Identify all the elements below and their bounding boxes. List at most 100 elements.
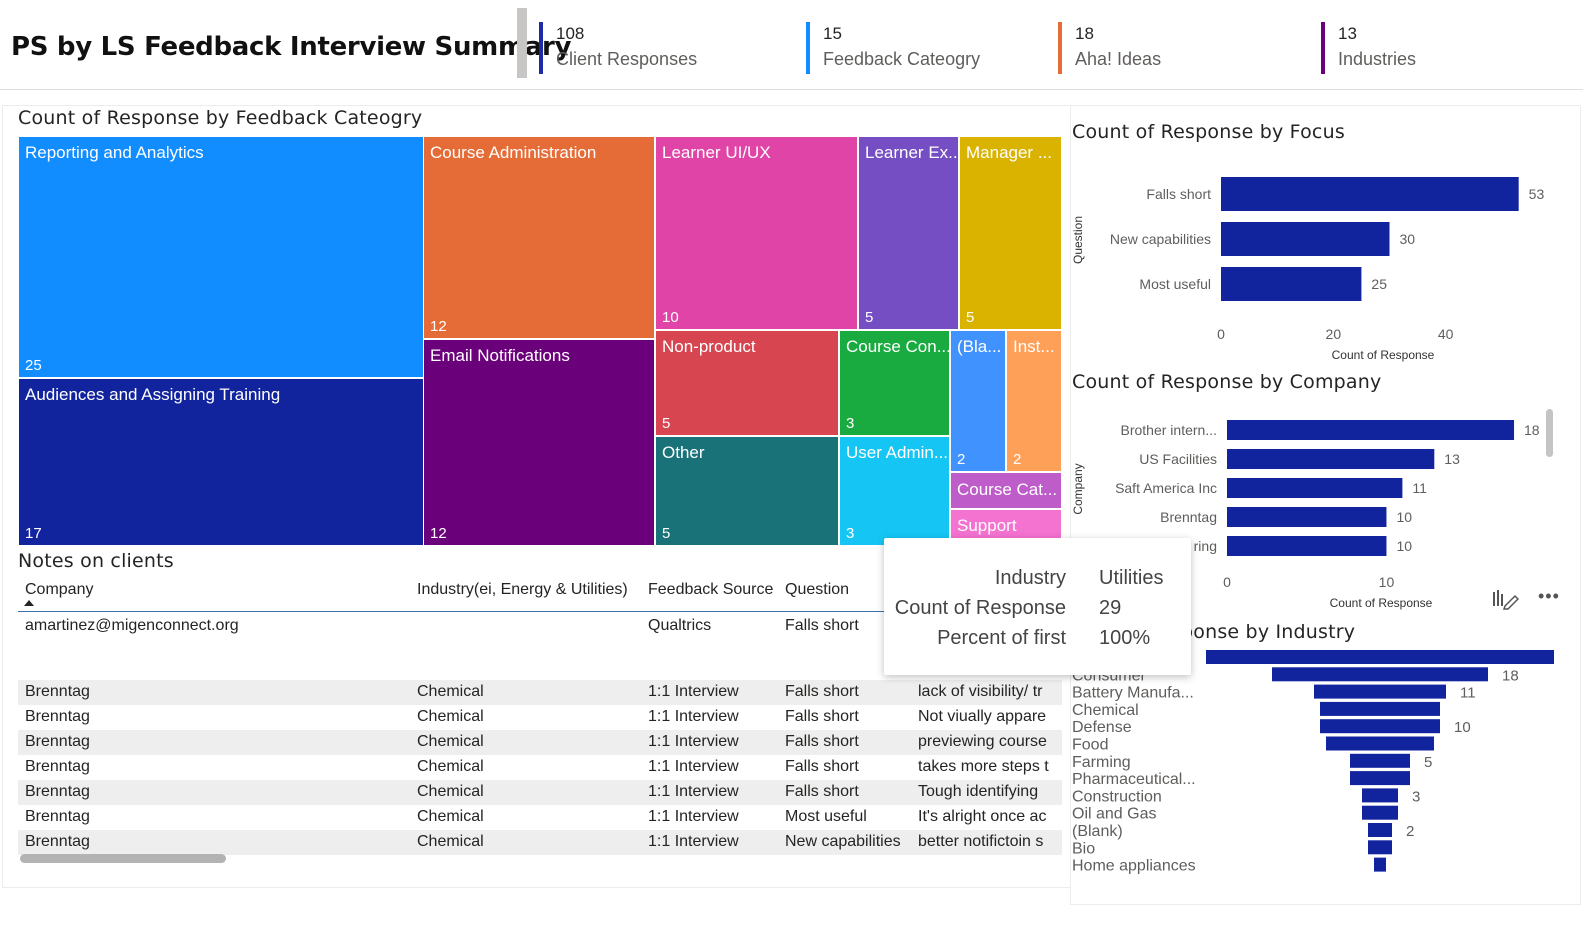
tile-value: 5 <box>865 309 874 326</box>
tile-label: User Admin... <box>846 443 949 462</box>
notes-table: Company Industry(ei, Energy & Utilities)… <box>18 576 1062 858</box>
x-tick-label: 20 <box>1326 326 1342 342</box>
tile-label: Learner UI/UX <box>662 143 771 162</box>
funnel-bar <box>1206 650 1554 664</box>
cell-company: Brenntag <box>25 758 90 775</box>
funnel-bar <box>1362 805 1398 820</box>
table-row[interactable]: Brenntag Chemical 1:1 Interview Falls sh… <box>18 755 1062 780</box>
funnel-bar <box>1350 771 1410 786</box>
category-label: Battery Manufa... <box>1072 685 1194 702</box>
funnel-bar <box>1368 840 1392 855</box>
treemap-tile[interactable]: (Bla... 2 <box>950 330 1006 472</box>
cell-note: takes more steps t <box>918 758 1049 775</box>
treemap-tile[interactable]: Other 5 <box>655 436 839 546</box>
cell-note: lack of visibility/ tr <box>918 683 1043 700</box>
category-label: Defense <box>1072 719 1132 736</box>
page-title: PS by LS Feedback Interview Summary <box>11 32 572 62</box>
column-header-industry[interactable]: Industry(ei, Energy & Utilities) <box>417 581 628 598</box>
treemap-tile[interactable]: User Admin... 3 <box>839 436 950 546</box>
table-row[interactable]: Brenntag Chemical 1:1 Interview Falls sh… <box>18 705 1062 730</box>
tooltip-value: 100% <box>1099 627 1151 649</box>
kpi-value: 15 <box>823 24 842 43</box>
kpi-value: 13 <box>1338 24 1357 43</box>
treemap-tile[interactable]: Non-product 5 <box>655 330 839 436</box>
more-options-icon[interactable]: ••• <box>1538 586 1560 606</box>
data-label: 18 <box>1502 667 1519 684</box>
tile-value: 3 <box>846 415 855 432</box>
data-label: 53 <box>1529 186 1545 202</box>
industry-funnel-chart: UtilitiesConsumer18Battery Manufa...11Ch… <box>1072 650 1554 875</box>
funnel-bar <box>1368 823 1392 837</box>
cell-company: amartinez@migenconnect.org <box>25 617 239 634</box>
sort-ascending-icon[interactable] <box>24 600 34 606</box>
treemap-tile[interactable]: Email Notifications 12 <box>423 339 655 546</box>
cell-source: 1:1 Interview <box>648 733 739 750</box>
treemap-tile[interactable]: Learner Ex... 5 <box>858 136 959 330</box>
category-label: New capabilities <box>1110 231 1211 247</box>
tile-label: (Bla... <box>957 337 1002 356</box>
funnel-bar <box>1326 736 1434 751</box>
category-label: Most useful <box>1139 276 1211 292</box>
data-label: 3 <box>1412 788 1420 805</box>
cell-source: 1:1 Interview <box>648 808 739 825</box>
cell-company: Brenntag <box>25 708 90 725</box>
x-tick-label: 0 <box>1223 574 1231 590</box>
cell-question: Falls short <box>785 708 859 725</box>
funnel-bar <box>1314 684 1446 699</box>
y-axis-title: Question <box>1071 216 1085 264</box>
funnel-bar <box>1362 788 1398 803</box>
treemap-tile[interactable]: Audiences and Assigning Training 17 <box>18 378 424 546</box>
x-tick-label: 10 <box>1379 574 1395 590</box>
table-row[interactable]: Brenntag Chemical 1:1 Interview Falls sh… <box>18 730 1062 755</box>
company-chart-scrollbar[interactable] <box>1546 409 1553 457</box>
category-label: Chemical <box>1072 702 1139 719</box>
kpi-label: Client Responses <box>556 49 698 69</box>
visual-edit-icon[interactable] <box>1491 588 1519 610</box>
cell-company: Brenntag <box>25 783 90 800</box>
table-row[interactable]: amartinez@migenconnect.org Qualtrics Fal… <box>18 614 1062 674</box>
header-underline <box>0 89 1583 90</box>
tile-value: 12 <box>430 525 447 542</box>
category-label: Food <box>1072 737 1108 754</box>
category-label: US Facilities <box>1139 451 1217 467</box>
cell-question: Most useful <box>785 808 867 825</box>
column-header-feedback-source[interactable]: Feedback Source <box>648 581 774 598</box>
table-row[interactable]: Brenntag Chemical 1:1 Interview Falls sh… <box>18 780 1062 805</box>
funnel-bar <box>1374 857 1386 872</box>
treemap-tile[interactable]: Learner UI/UX 10 <box>655 136 858 330</box>
category-label: (Blank) <box>1072 823 1123 840</box>
column-header-question[interactable]: Question <box>785 581 850 598</box>
tile-value: 3 <box>846 525 855 542</box>
treemap-tile[interactable]: Course Cat... <box>950 472 1062 509</box>
treemap-tile[interactable]: Inst... 2 <box>1006 330 1062 472</box>
data-label: 13 <box>1444 451 1460 467</box>
y-axis-title: Company <box>1071 463 1085 514</box>
table-row[interactable]: Brenntag Chemical 1:1 Interview Most use… <box>18 805 1062 830</box>
column-header-company[interactable]: Company <box>25 581 94 598</box>
bar <box>1227 420 1515 440</box>
funnel-bar <box>1350 753 1410 768</box>
tooltip-key: Count of Response <box>894 597 1066 619</box>
tile-value: 12 <box>430 318 447 335</box>
treemap-tile[interactable]: Reporting and Analytics 25 <box>18 136 424 378</box>
cell-company: Brenntag <box>25 808 90 825</box>
cell-source: 1:1 Interview <box>648 758 739 775</box>
cell-industry: Chemical <box>417 783 484 800</box>
treemap-tile[interactable]: Course Con... 3 <box>839 330 950 436</box>
tile-value: 10 <box>662 309 679 326</box>
treemap-tile[interactable]: Course Administration 12 <box>423 136 655 339</box>
category-label: Oil and Gas <box>1072 806 1156 823</box>
treemap-tile[interactable]: Manager ... 5 <box>959 136 1062 330</box>
focus-bar-chart: Question Falls short 53 New capabilities 30 M… <box>1071 177 1545 362</box>
kpi-value: 108 <box>556 24 585 43</box>
table-horizontal-scrollbar[interactable] <box>20 854 226 863</box>
tile-value: 25 <box>25 357 42 374</box>
table-row[interactable]: Brenntag Chemical 1:1 Interview Falls sh… <box>18 680 1062 705</box>
table-row[interactable]: Brenntag Chemical 1:1 Interview New capa… <box>18 830 1062 855</box>
left-visual-container <box>2 105 1070 888</box>
x-axis-title: Count of Response <box>1332 348 1435 362</box>
x-tick-label: 40 <box>1438 326 1454 342</box>
cell-question: Falls short <box>785 617 859 634</box>
tile-label: Reporting and Analytics <box>25 143 204 162</box>
